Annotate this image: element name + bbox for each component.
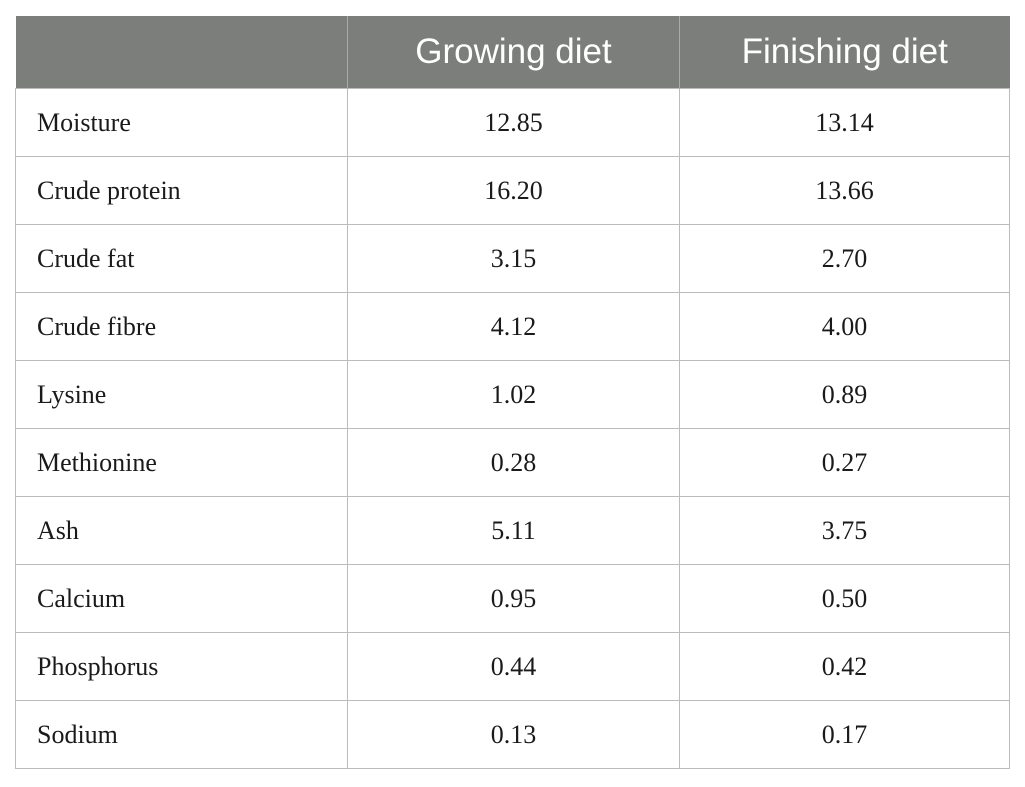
table-row: Calcium 0.95 0.50 bbox=[15, 564, 1010, 633]
growing-diet-value: 0.13 bbox=[347, 700, 680, 769]
table-row: Sodium 0.13 0.17 bbox=[15, 700, 1010, 769]
finishing-diet-value: 13.66 bbox=[679, 156, 1010, 225]
growing-diet-value: 12.85 bbox=[347, 88, 680, 157]
row-label: Calcium bbox=[15, 564, 348, 633]
growing-diet-value: 4.12 bbox=[347, 292, 680, 361]
growing-diet-value: 3.15 bbox=[347, 224, 680, 293]
table-row: Methionine 0.28 0.27 bbox=[15, 428, 1010, 497]
table-header: Growing diet Finishing diet bbox=[15, 16, 1010, 89]
finishing-diet-value: 3.75 bbox=[679, 496, 1010, 565]
table-row: Moisture 12.85 13.14 bbox=[15, 88, 1010, 157]
finishing-diet-value: 13.14 bbox=[679, 88, 1010, 157]
finishing-diet-value: 0.17 bbox=[679, 700, 1010, 769]
nutrient-composition-table: Growing diet Finishing diet Moisture 12.… bbox=[15, 16, 1010, 769]
table-row: Phosphorus 0.44 0.42 bbox=[15, 632, 1010, 701]
row-label: Sodium bbox=[15, 700, 348, 769]
growing-diet-value: 5.11 bbox=[347, 496, 680, 565]
table-body: Moisture 12.85 13.14 Crude protein 16.20… bbox=[15, 88, 1010, 769]
row-label: Crude fibre bbox=[15, 292, 348, 361]
finishing-diet-value: 4.00 bbox=[679, 292, 1010, 361]
table-row: Ash 5.11 3.75 bbox=[15, 496, 1010, 565]
row-label: Moisture bbox=[15, 88, 348, 157]
finishing-diet-value: 2.70 bbox=[679, 224, 1010, 293]
finishing-diet-value: 0.42 bbox=[679, 632, 1010, 701]
header-cell-empty bbox=[15, 16, 348, 89]
growing-diet-value: 0.95 bbox=[347, 564, 680, 633]
row-label: Ash bbox=[15, 496, 348, 565]
nutrient-table-container: Growing diet Finishing diet Moisture 12.… bbox=[15, 16, 1010, 769]
row-label: Lysine bbox=[15, 360, 348, 429]
row-label: Methionine bbox=[15, 428, 348, 497]
header-cell-growing-diet: Growing diet bbox=[347, 16, 680, 89]
growing-diet-value: 1.02 bbox=[347, 360, 680, 429]
header-cell-finishing-diet: Finishing diet bbox=[679, 16, 1010, 89]
finishing-diet-value: 0.89 bbox=[679, 360, 1010, 429]
row-label: Phosphorus bbox=[15, 632, 348, 701]
growing-diet-value: 0.44 bbox=[347, 632, 680, 701]
table-row: Lysine 1.02 0.89 bbox=[15, 360, 1010, 429]
growing-diet-value: 16.20 bbox=[347, 156, 680, 225]
row-label: Crude protein bbox=[15, 156, 348, 225]
header-row: Growing diet Finishing diet bbox=[15, 16, 1010, 89]
table-row: Crude fat 3.15 2.70 bbox=[15, 224, 1010, 293]
table-row: Crude protein 16.20 13.66 bbox=[15, 156, 1010, 225]
finishing-diet-value: 0.27 bbox=[679, 428, 1010, 497]
finishing-diet-value: 0.50 bbox=[679, 564, 1010, 633]
growing-diet-value: 0.28 bbox=[347, 428, 680, 497]
table-row: Crude fibre 4.12 4.00 bbox=[15, 292, 1010, 361]
row-label: Crude fat bbox=[15, 224, 348, 293]
